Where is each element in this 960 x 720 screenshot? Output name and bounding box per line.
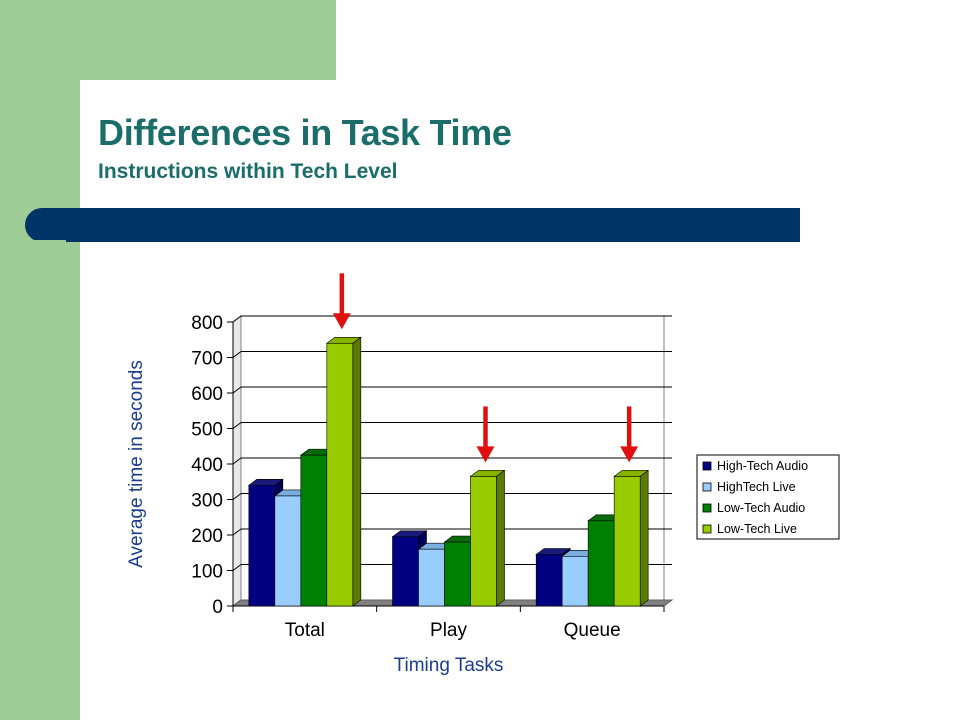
gridline-diagonal — [232, 564, 242, 571]
bar-queue-low-tech-live-side — [639, 469, 649, 607]
y-tick-label: 500 — [191, 420, 223, 441]
bar-total-low-tech-live — [326, 342, 354, 607]
gridline-diagonal — [232, 528, 242, 536]
legend-label-high-tech-audio: High-Tech Audio — [717, 459, 808, 473]
bar-play-low-tech-live — [470, 476, 497, 607]
bar-queue-low-tech-audio — [587, 520, 615, 607]
y-tick-label: 800 — [191, 313, 223, 334]
bar-total-high-tech-audio — [248, 484, 276, 607]
y-tick-label: 0 — [212, 597, 223, 618]
arrow-head-queue — [620, 446, 639, 463]
title-rule-notch — [25, 240, 66, 242]
legend-label-low-tech-audio: Low-Tech Audio — [717, 501, 805, 515]
bar-total-low-tech-live-side — [352, 336, 362, 607]
gridline-diagonal — [232, 422, 242, 429]
legend-label-hightech-live: HighTech Live — [717, 480, 796, 494]
y-axis-label: Average time in seconds — [126, 360, 147, 568]
slide-title: Differences in Task Time — [98, 112, 512, 153]
legend-swatch-high-tech-audio — [702, 461, 712, 471]
bar-total-hightech-live — [274, 495, 302, 607]
legend-box — [696, 454, 840, 540]
legend-swatch-low-tech-audio — [702, 503, 712, 513]
gridline-diagonal — [232, 315, 242, 323]
arrow-head-play — [476, 446, 495, 463]
gridline-diagonal — [232, 386, 242, 394]
legend-swatch-low-tech-live — [702, 524, 712, 534]
y-tick-label: 300 — [191, 491, 223, 512]
x-tick-label-play: Play — [430, 620, 467, 641]
bar-queue-low-tech-live — [613, 476, 641, 607]
x-tick-label-total: Total — [285, 620, 325, 641]
legend-swatch-hightech-live — [702, 482, 712, 492]
y-tick-label: 600 — [191, 384, 223, 405]
x-tick-label-queue: Queue — [564, 620, 621, 641]
title-rule — [25, 208, 800, 242]
legend-label-low-tech-live: Low-Tech Live — [717, 522, 797, 536]
slide-subtitle: Instructions within Tech Level — [98, 160, 398, 183]
bar-queue-high-tech-audio — [535, 554, 563, 607]
x-axis-label: Timing Tasks — [394, 655, 504, 676]
bar-play-high-tech-audio — [392, 536, 419, 607]
bar-total-low-tech-audio — [300, 454, 328, 607]
y-tick-label: 400 — [191, 455, 223, 476]
bar-play-low-tech-audio — [444, 541, 471, 607]
y-tick-label: 700 — [191, 349, 223, 370]
gridline-diagonal — [232, 457, 242, 465]
left-sidebar — [0, 0, 80, 720]
bar-play-low-tech-live-side — [496, 469, 505, 607]
gridline-diagonal — [232, 351, 242, 358]
arrow-head-total — [332, 313, 351, 330]
bar-play-hightech-live — [418, 548, 445, 607]
gridline-diagonal — [232, 493, 242, 500]
top-green-band — [80, 0, 336, 80]
y-tick-label: 100 — [191, 562, 223, 583]
bar-queue-hightech-live — [561, 555, 589, 607]
y-tick-label: 200 — [191, 526, 223, 547]
